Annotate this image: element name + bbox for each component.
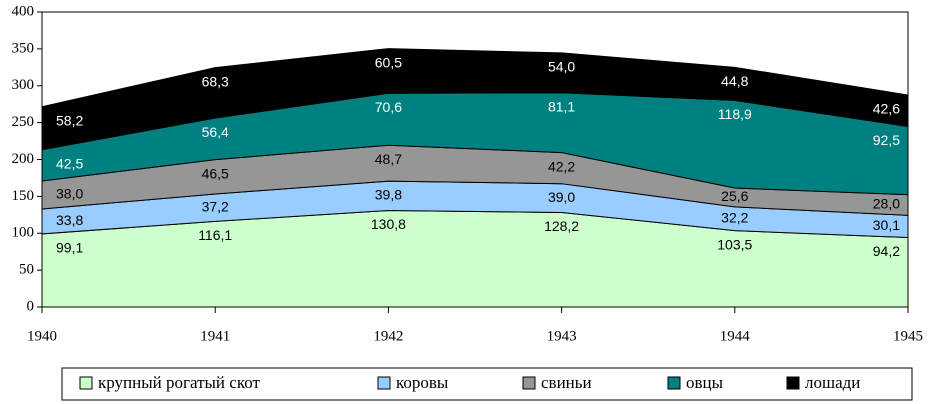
- data-label: 103,5: [717, 236, 752, 252]
- y-tick-label: 100: [12, 225, 35, 241]
- data-label: 99,1: [56, 240, 83, 256]
- y-tick-label: 300: [12, 77, 35, 93]
- data-label: 68,3: [202, 73, 229, 89]
- data-label: 48,7: [375, 151, 402, 167]
- data-label: 116,1: [198, 227, 232, 243]
- data-label: 32,2: [721, 209, 748, 225]
- legend-label: лошади: [805, 373, 860, 392]
- data-label: 39,0: [548, 189, 575, 205]
- x-tick-label: 1944: [720, 328, 751, 344]
- legend-swatch: [786, 376, 800, 390]
- data-label: 54,0: [548, 59, 575, 75]
- legend-box: [61, 367, 913, 401]
- data-label: 38,0: [56, 186, 83, 202]
- data-label: 28,0: [873, 196, 900, 212]
- legend-swatch: [522, 376, 536, 390]
- data-label: 42,2: [548, 158, 575, 174]
- data-label: 92,5: [873, 132, 900, 148]
- data-label: 118,9: [718, 106, 752, 122]
- data-label: 30,1: [873, 217, 900, 233]
- x-tick-label: 1943: [547, 328, 577, 344]
- data-label: 94,2: [873, 243, 900, 259]
- legend-swatch: [377, 376, 391, 390]
- data-label: 130,8: [371, 216, 406, 232]
- data-label: 56,4: [202, 124, 229, 140]
- x-tick-label: 1945: [893, 328, 923, 344]
- data-label: 39,8: [375, 187, 402, 203]
- x-tick-label: 1941: [200, 328, 230, 344]
- y-tick-label: 150: [12, 188, 35, 204]
- x-tick-label: 1942: [373, 328, 403, 344]
- data-label: 60,5: [375, 54, 402, 70]
- x-tick-label: 1940: [27, 328, 57, 344]
- y-tick-label: 400: [12, 3, 35, 19]
- legend-swatch: [667, 376, 681, 390]
- data-label: 37,2: [202, 198, 229, 214]
- y-tick-label: 0: [27, 298, 35, 314]
- legend-label: коровы: [396, 373, 449, 392]
- legend-label: свиньи: [541, 373, 592, 392]
- legend: крупный рогатый скот коровы свиньи овцы лоша…: [61, 367, 913, 401]
- data-label: 128,2: [544, 218, 579, 234]
- y-tick-label: 200: [12, 151, 35, 167]
- data-label: 33,8: [56, 212, 83, 228]
- data-label: 44,8: [721, 73, 748, 89]
- legend-label: овцы: [686, 373, 724, 392]
- data-label: 58,2: [56, 112, 83, 128]
- data-label: 25,6: [721, 188, 748, 204]
- y-tick-label: 50: [19, 262, 34, 278]
- data-label: 42,5: [56, 155, 83, 171]
- y-tick-label: 250: [12, 114, 35, 130]
- y-tick-label: 350: [12, 40, 35, 56]
- data-label: 42,6: [873, 101, 900, 117]
- legend-label: крупный рогатый скот: [98, 373, 260, 392]
- data-label: 46,5: [202, 165, 229, 181]
- legend-swatch: [79, 376, 93, 390]
- data-label: 81,1: [548, 98, 575, 114]
- data-label: 70,6: [375, 99, 402, 115]
